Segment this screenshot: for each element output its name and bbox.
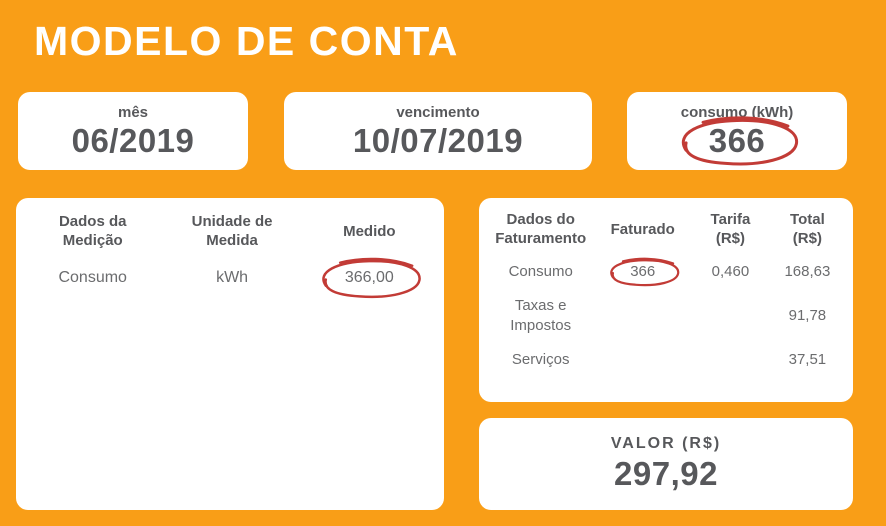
measurement-row-unidade: kWh [216, 269, 249, 286]
billed-value-circled: 366 [630, 262, 655, 282]
due-date-card: vencimento 10/07/2019 [284, 92, 592, 170]
consumption-value-circled: 366 [709, 122, 766, 160]
billing-row-tarifa: 0,460 [711, 263, 750, 280]
billing-header-faturado: Faturado [610, 220, 675, 238]
measurement-header-unidade: Unidade de Medida [191, 213, 273, 249]
consumption-card: consumo (kWh) 366 [627, 92, 847, 170]
billing-table-card: Dados do Faturamento Faturado Tarifa (R$… [479, 198, 853, 402]
billing-row-total: 91,78 [788, 307, 827, 324]
month-card: mês 06/2019 [18, 92, 248, 170]
total-value: 297,92 [614, 455, 718, 492]
measured-value-circled: 366,00 [345, 268, 394, 288]
billing-table: Dados do Faturamento Faturado Tarifa (R$… [487, 210, 845, 370]
billing-header-total: Total (R$) [790, 211, 825, 247]
billing-row-faturado: 366 [594, 262, 691, 282]
billing-header-dados: Dados do Faturamento [495, 211, 587, 247]
due-date-label: vencimento [396, 104, 480, 121]
billing-row-total: 168,63 [784, 263, 831, 280]
page-title: MODELO DE CONTA [34, 18, 459, 64]
measurement-row-dados: Consumo [58, 269, 127, 286]
billing-row-label: Serviços [511, 351, 570, 368]
measured-value: 366,00 [344, 269, 394, 286]
measurement-table-card: Dados da Medição Unidade de Medida Medid… [16, 198, 444, 510]
total-value-label: VALOR (R$) [610, 435, 722, 452]
billing-row-label: Taxas e Impostos [510, 297, 572, 334]
consumption-label: consumo (kWh) [680, 104, 794, 121]
consumption-value: 366 [708, 122, 766, 159]
due-date-value: 10/07/2019 [352, 122, 524, 159]
total-value-card: VALOR (R$) 297,92 [479, 418, 853, 510]
measurement-row-medido: 366,00 [301, 268, 438, 288]
billed-value: 366 [630, 263, 656, 280]
measurement-header-medido: Medido [343, 222, 396, 240]
billing-row-total: 37,51 [788, 351, 827, 368]
measurement-table: Dados da Medição Unidade de Medida Medid… [22, 212, 438, 288]
billing-header-tarifa: Tarifa (R$) [710, 211, 751, 247]
billing-row-label: Consumo [508, 263, 573, 280]
month-label: mês [117, 104, 149, 121]
measurement-header-dados: Dados da Medição [58, 213, 127, 249]
month-value: 06/2019 [71, 122, 195, 159]
